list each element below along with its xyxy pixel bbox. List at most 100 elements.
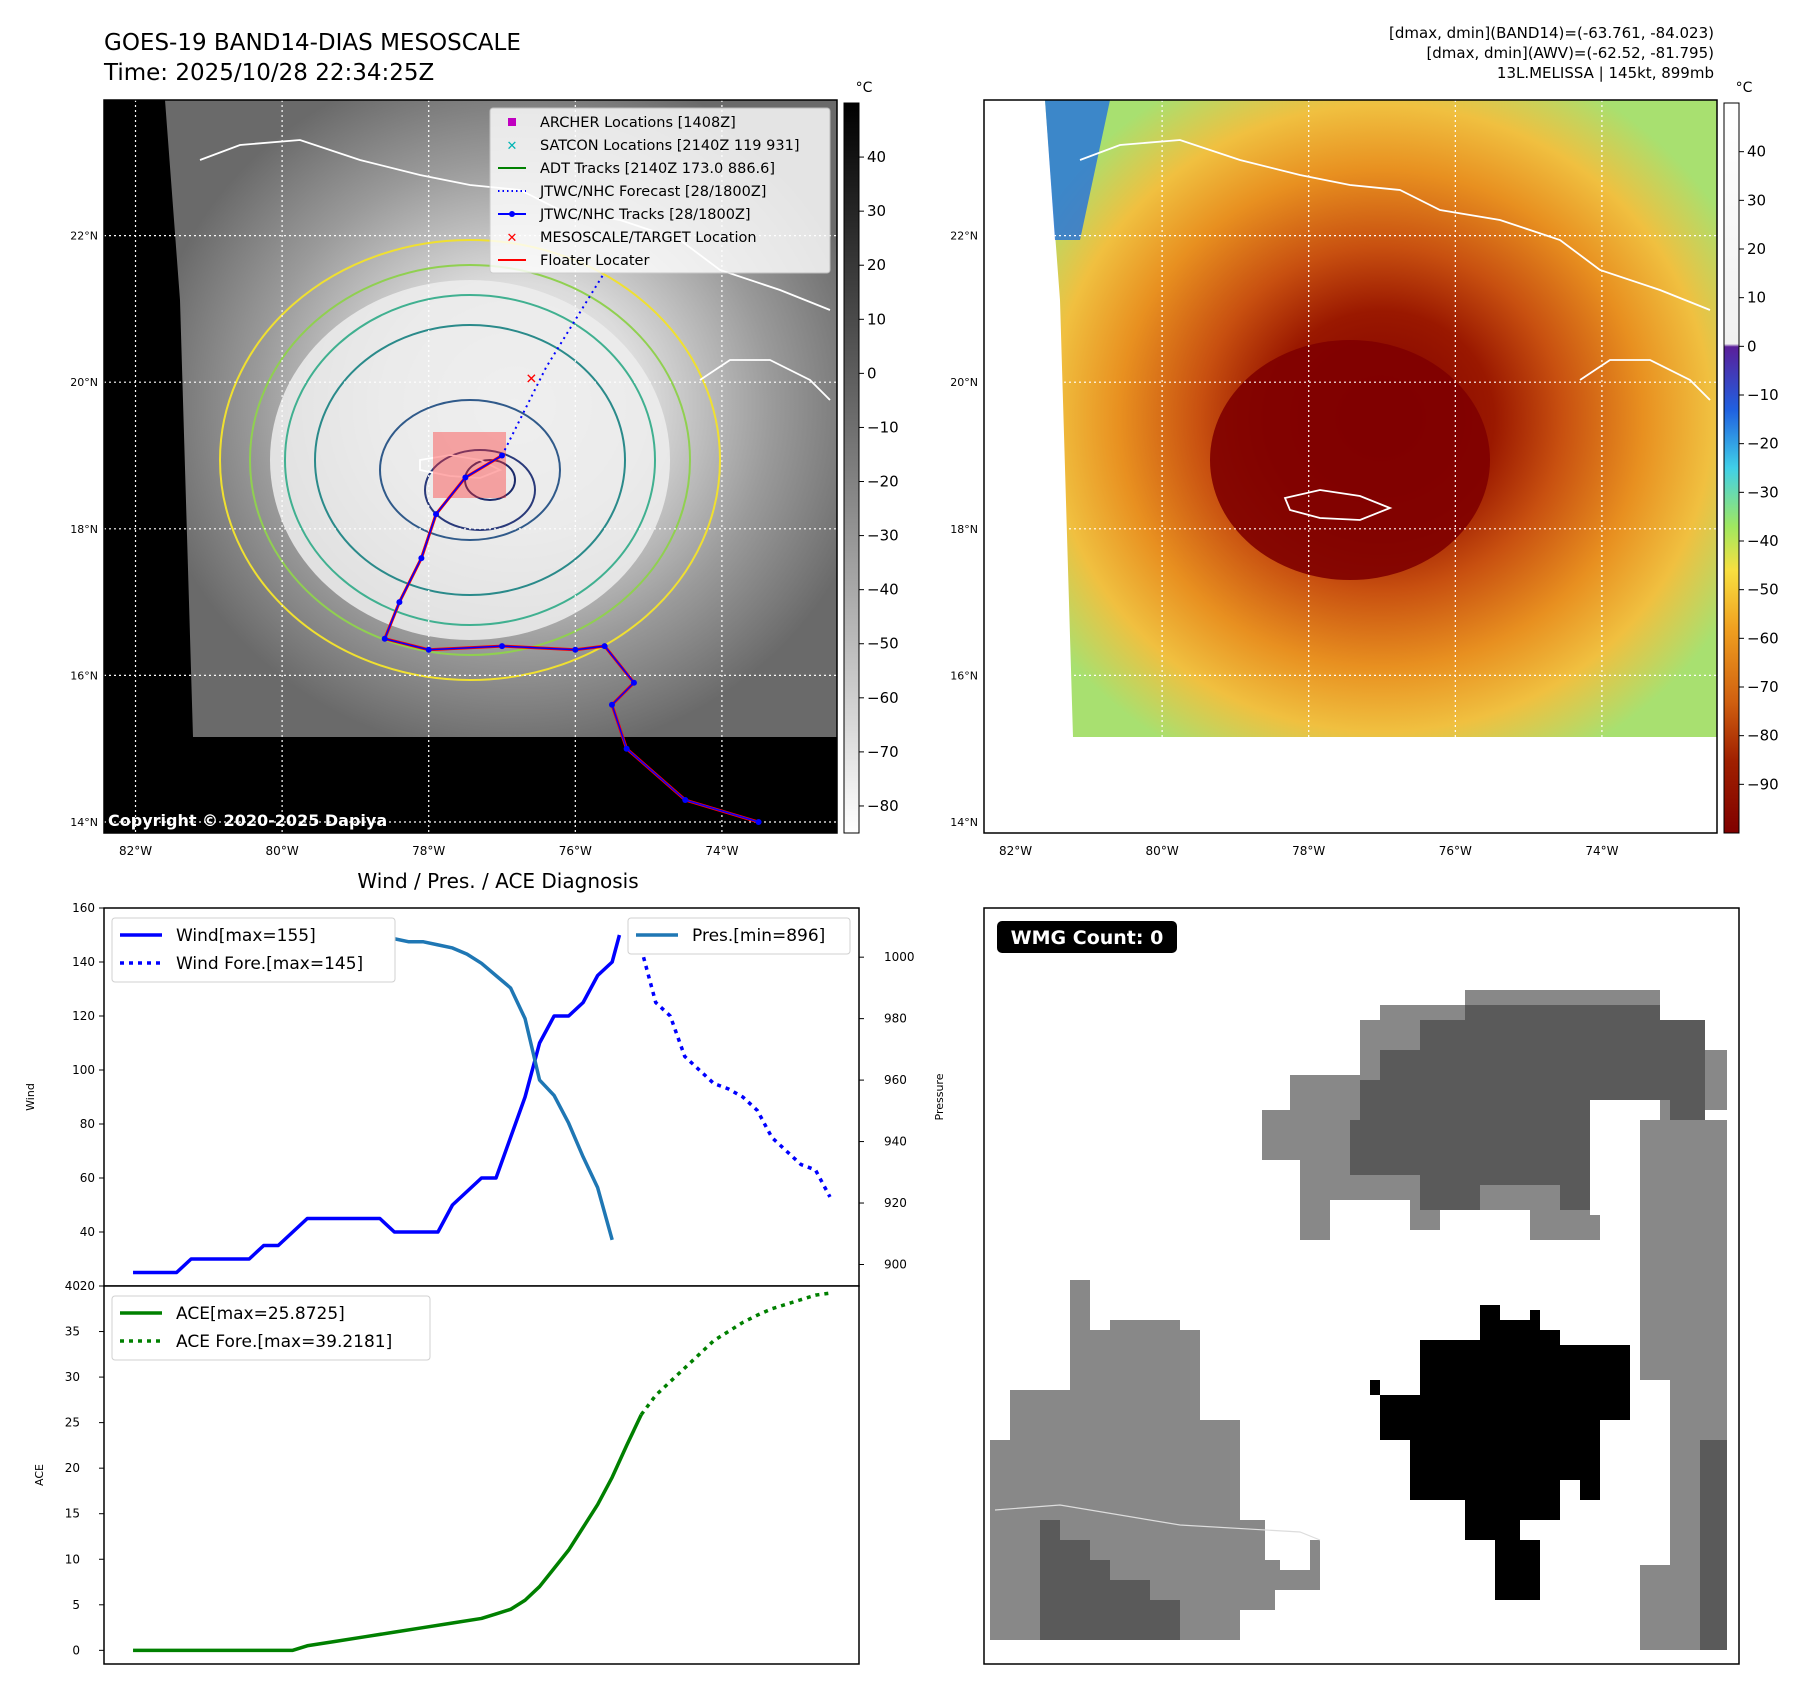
colorbar-tick-label: 20 xyxy=(1747,240,1766,258)
ace-chart: ACE 0 5 10 15 20 25 30 35 40 ACE[max=25.8725] AC… xyxy=(33,1279,860,1665)
colorbar-tick-label: 20 xyxy=(867,256,886,274)
band14-range-info: [dmax, dmin](BAND14)=(-63.761, -84.023) xyxy=(1389,24,1714,42)
ace-ytick-label: 30 xyxy=(65,1370,80,1384)
legend-label: JTWC/NHC Forecast [28/1800Z] xyxy=(539,184,766,200)
lat-label: 14°N xyxy=(950,816,978,829)
colorbar-tick-label: −20 xyxy=(1747,435,1779,453)
lat-label: 22°N xyxy=(950,230,978,243)
legend-label: JTWC/NHC Tracks [28/1800Z] xyxy=(539,207,751,223)
ir-colorbar-scale xyxy=(843,102,860,834)
wind-forecast-series-line xyxy=(639,948,832,1198)
awv-colorbar-scale xyxy=(1723,102,1740,834)
ace-forecast-legend-label: ACE Fore.[max=39.2181] xyxy=(176,1332,392,1352)
wind-legend-label: Wind[max=155] xyxy=(176,926,316,946)
wind-ytick-label: 20 xyxy=(80,1279,95,1293)
colorbar-tick-label: 0 xyxy=(867,364,877,382)
colorbar-tick-label: −70 xyxy=(1747,678,1779,696)
ace-ytick-label: 35 xyxy=(65,1325,80,1339)
wmg-warm-eye-south xyxy=(1495,1540,1540,1600)
ace-axis-label: ACE xyxy=(33,1464,46,1486)
ir-map-gridlines xyxy=(104,100,837,833)
wmg-inner-ring xyxy=(1350,1005,1705,1210)
wind-ytick-label: 160 xyxy=(72,901,95,915)
colorbar-tick-label: −80 xyxy=(867,797,899,815)
wmg-count-badge xyxy=(997,921,1177,953)
colorbar-tick-label: 30 xyxy=(867,202,886,220)
wind-ytick-label: 120 xyxy=(72,1009,95,1023)
storm-info: 13L.MELISSA | 145kt, 899mb xyxy=(1497,64,1714,82)
jtwc-track-point xyxy=(499,643,506,650)
colorbar-tick-label: −30 xyxy=(1747,483,1779,501)
colorbar-tick-label: 40 xyxy=(1747,143,1766,161)
lat-label: 16°N xyxy=(950,669,978,682)
wmg-south-dark xyxy=(1040,1520,1180,1640)
colorbar-tick-label: −50 xyxy=(867,635,899,653)
lat-label: 16°N xyxy=(70,669,98,682)
figure-time: Time: 2025/10/28 22:34:25Z xyxy=(103,60,434,86)
ace-ytick-label: 25 xyxy=(65,1416,80,1430)
map-legend: ARCHER Locations [1408Z] ✕ SATCON Location… xyxy=(489,107,831,274)
legend-box xyxy=(489,107,831,274)
colorbar-tick-label: −60 xyxy=(1747,629,1779,647)
legend-label: ADT Tracks [2140Z 173.0 886.6] xyxy=(540,161,775,177)
wind-forecast-legend-label: Wind Fore.[max=145] xyxy=(176,954,363,974)
lon-label: 80°W xyxy=(266,844,299,858)
colorbar-tick-label: 30 xyxy=(1747,191,1766,209)
ir-map-lat-labels: 22°N 20°N 18°N 16°N 14°N xyxy=(70,230,98,829)
wind-legend-box xyxy=(111,917,396,983)
colorbar-tick-label: −60 xyxy=(867,689,899,707)
awv-map-gridlines xyxy=(984,100,1717,833)
wind-ytick-label: 100 xyxy=(72,1063,95,1077)
awv-colorbar: °C 40 30 20 10 0 −10 −20 −30 −40 −50 −60 −70 −80 −90 xyxy=(1723,80,1779,834)
wind-axis-label: Wind xyxy=(24,1083,37,1111)
ace-ytick-label: 10 xyxy=(65,1552,80,1566)
colorbar-tick-label: 10 xyxy=(1747,289,1766,307)
jtwc-track-point xyxy=(682,797,689,804)
colorbar-tick-label: −40 xyxy=(867,581,899,599)
colorbar-tick-label: −70 xyxy=(867,743,899,761)
lon-label: 74°W xyxy=(705,844,738,858)
lon-label: 78°W xyxy=(412,844,445,858)
wmg-east-dark xyxy=(1700,1440,1727,1650)
jtwc-track-point xyxy=(608,701,615,708)
legend-symbol-square xyxy=(508,118,516,126)
wmg-grid-cells xyxy=(990,990,1727,1650)
floater-target-box xyxy=(433,432,506,498)
lon-label: 76°W xyxy=(559,844,592,858)
awv-map-lon-labels: 82°W 80°W 78°W 76°W 74°W xyxy=(999,844,1619,858)
ir-contours xyxy=(219,239,721,681)
awv-dry-slot xyxy=(1045,100,1110,240)
target-marker: ✕ xyxy=(525,372,537,388)
wmg-panel: WMG Count: 0 xyxy=(983,907,1740,1665)
ace-legend: ACE[max=25.8725] ACE Fore.[max=39.2181] xyxy=(111,1295,431,1361)
jtwc-track-point xyxy=(418,555,425,562)
wind-ytick-label: 60 xyxy=(80,1171,95,1185)
lat-label: 18°N xyxy=(950,523,978,536)
colorbar-tick-label: 10 xyxy=(867,310,886,328)
lon-label: 82°W xyxy=(119,844,152,858)
jtwc-track-point xyxy=(601,643,608,650)
pressure-legend-box xyxy=(627,917,851,955)
awv-map-lat-labels: 22°N 20°N 18°N 16°N 14°N xyxy=(950,230,978,829)
legend-label: MESOSCALE/TARGET Location xyxy=(540,230,757,246)
legend-label: SATCON Locations [2140Z 119 931] xyxy=(540,138,799,154)
ir-storm-core xyxy=(270,280,670,640)
lat-label: 20°N xyxy=(70,376,98,389)
ace-ytick-label: 5 xyxy=(72,1598,80,1612)
jtwc-track-point xyxy=(396,599,403,606)
colorbar-tick-label: −90 xyxy=(1747,775,1779,793)
ace-legend-box xyxy=(111,1295,431,1361)
pressure-ytick-label: 980 xyxy=(884,1012,907,1026)
legend-symbol-x: ✕ xyxy=(507,139,518,154)
jtwc-track-point xyxy=(623,745,630,752)
colorbar-tick-label: −40 xyxy=(1747,532,1779,550)
ir-map-tracks: ✕ xyxy=(381,271,762,826)
lon-label: 78°W xyxy=(1292,844,1325,858)
pressure-axis-label: Pressure xyxy=(933,1073,946,1120)
awv-coastlines xyxy=(1079,139,1711,521)
lat-label: 20°N xyxy=(950,376,978,389)
pressure-ytick-label: 920 xyxy=(884,1196,907,1210)
awv-map-frame xyxy=(983,99,1718,834)
lon-label: 82°W xyxy=(999,844,1032,858)
